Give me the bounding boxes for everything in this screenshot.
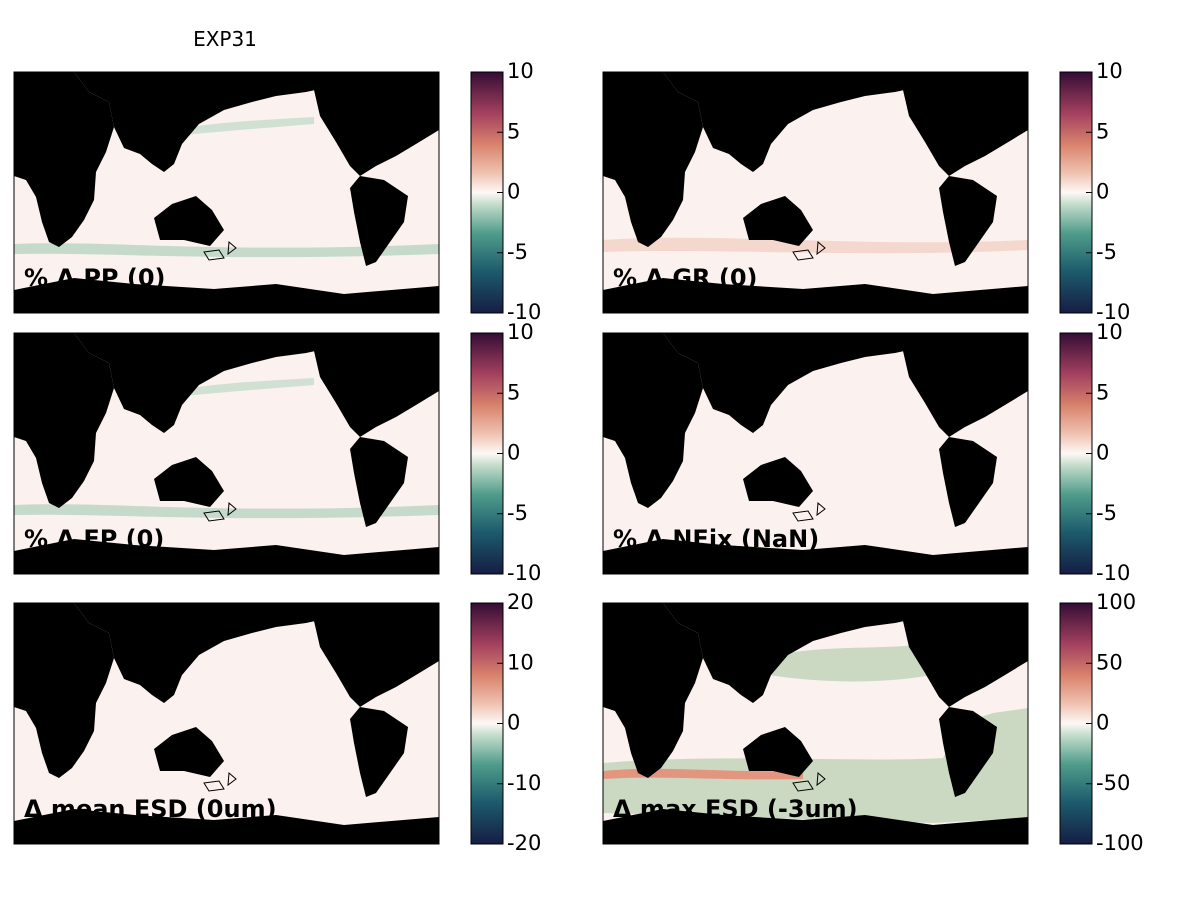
- colorbar-tick-label: 10: [1096, 320, 1123, 344]
- colorbar-tick-label: -20: [507, 831, 541, 855]
- panel-label: % Δ EP (0): [24, 525, 164, 553]
- panel-label: Δ max ESD (-3um): [613, 795, 858, 823]
- colorbar-tick-label: -5: [1096, 501, 1117, 525]
- map-panel: % Δ GR (0): [602, 71, 1029, 314]
- colorbar-tick-label: 0: [507, 441, 520, 465]
- colorbar-tick-label: -5: [507, 240, 528, 264]
- panel-frame: [13, 332, 440, 575]
- colorbar-tick-label: -5: [1096, 240, 1117, 264]
- colorbar-tick-label: -50: [1096, 771, 1130, 795]
- map-panel: Δ mean ESD (0um): [13, 602, 440, 845]
- colorbar-tick-label: -10: [507, 561, 541, 585]
- colorbar-tick-label: -5: [507, 501, 528, 525]
- colorbar-tick-label: 5: [507, 119, 520, 143]
- panel-frame: [13, 602, 440, 845]
- panel-label: % Δ GR (0): [613, 264, 758, 292]
- map-panel: % Δ EP (0): [13, 332, 440, 575]
- map-panel: Δ max ESD (-3um): [602, 602, 1029, 845]
- panel-label: Δ mean ESD (0um): [24, 795, 277, 823]
- anomaly-band: [603, 237, 1028, 254]
- panel-frame: [602, 602, 1029, 845]
- colorbar-tick-label: 10: [507, 320, 534, 344]
- panel-label: % Δ NFix (NaN): [613, 525, 819, 553]
- anomaly-band: [174, 378, 314, 397]
- colorbar-tick-label: 0: [507, 180, 520, 204]
- map-panel: % Δ PP (0): [13, 71, 440, 314]
- panel-frame: [602, 71, 1029, 314]
- colorbar-tick-label: 10: [507, 650, 534, 674]
- colorbar-tick-label: 0: [507, 711, 520, 735]
- colorbar-tick-label: 5: [507, 380, 520, 404]
- colorbar-tick-label: 10: [507, 59, 534, 83]
- colorbar-tick-label: -100: [1096, 831, 1144, 855]
- colorbar-tick-label: 5: [1096, 380, 1109, 404]
- colorbar-tick-label: 0: [1096, 711, 1109, 735]
- panel-frame: [13, 71, 440, 314]
- colorbar-tick-label: 20: [507, 590, 534, 614]
- colorbar-tick-label: 50: [1096, 650, 1123, 674]
- map-panel: % Δ NFix (NaN): [602, 332, 1029, 575]
- colorbar-tick-label: -10: [1096, 300, 1130, 324]
- colorbar-tick-label: -10: [1096, 561, 1130, 585]
- colorbar-tick-label: 0: [1096, 441, 1109, 465]
- anomaly-band: [14, 243, 439, 258]
- panel-frame: [602, 332, 1029, 575]
- anomaly-band: [14, 504, 439, 519]
- colorbar-tick-label: 10: [1096, 59, 1123, 83]
- figure-title: EXP31: [193, 27, 257, 51]
- colorbar-tick-label: -10: [507, 300, 541, 324]
- colorbar-tick-label: 100: [1096, 590, 1136, 614]
- panel-label: % Δ PP (0): [24, 264, 166, 292]
- colorbar-tick-label: 0: [1096, 180, 1109, 204]
- colorbar-tick-label: -10: [507, 771, 541, 795]
- anomaly-band: [174, 117, 314, 136]
- colorbar-tick-label: 5: [1096, 119, 1109, 143]
